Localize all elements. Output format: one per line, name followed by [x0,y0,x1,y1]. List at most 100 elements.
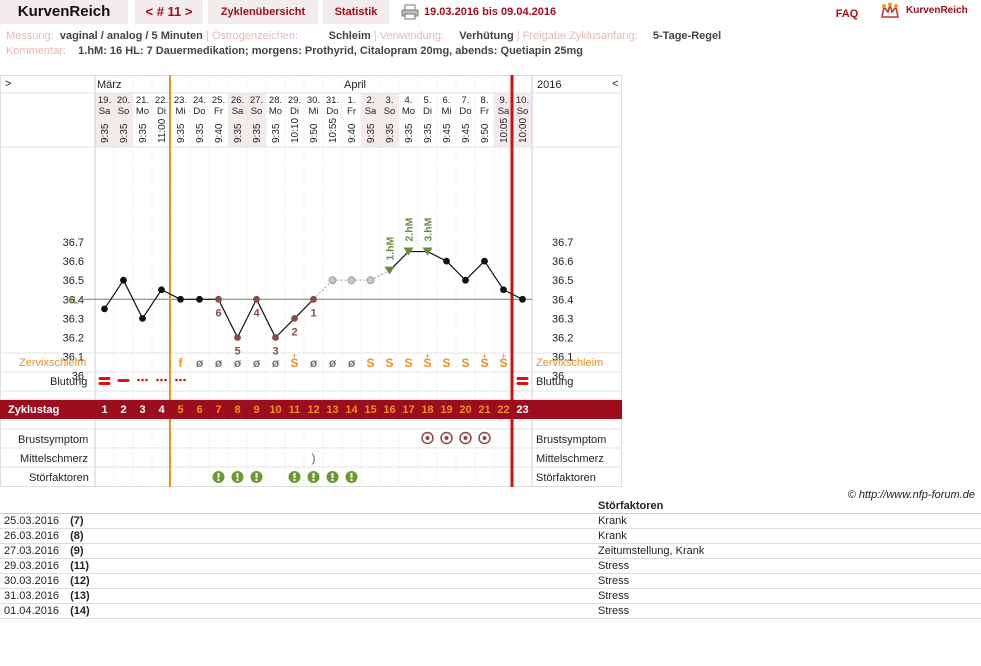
temp-point [462,276,469,284]
tab-zyklenuebersicht[interactable]: Zyklenübersicht [208,0,318,24]
cycle-day-number: 7 [215,404,221,416]
day-number: 3. [386,95,394,106]
cervix-mark: S [385,356,393,370]
top-navigation: KurvenReich < # 11 > Zyklenübersicht Sta… [0,0,981,26]
weekday-label: Sa [498,106,510,117]
crown-logo-icon [881,2,899,18]
temp-point [481,257,488,265]
mittelschmerz-label: Mittelschmerz [20,453,88,465]
cycle-day-number: 20 [459,404,471,416]
temp-point [253,295,260,303]
row-date: 25.03.2016 [4,515,60,527]
tab-statistik[interactable]: Statistik [323,0,389,24]
day-number: 6. [443,95,451,106]
row-reason: Stress [594,573,981,589]
low-number-label: 6 [215,307,221,319]
table-row: 27.03.2016 (9) Zeitumstellung, Krank [0,543,981,559]
disturbance-icon-dot [312,479,315,481]
temp-point [272,334,279,341]
time-label: 9:35 [252,123,263,143]
cycle-navigation[interactable]: < # 11 > [135,0,203,24]
prev-arrow-button[interactable]: > [5,78,11,90]
bleeding-mark-light [145,378,148,382]
stoerfaktoren-table: Störfaktoren 25.03.2016 (7) Krank 26.03.20… [0,499,981,619]
low-number-label: 1 [310,307,316,319]
next-arrow-button[interactable]: < [612,78,618,90]
bleeding-mark-light [179,378,182,382]
cycle-day-number: 12 [307,404,319,416]
day-number: 1. [348,95,356,106]
weekday-label: Sa [99,106,111,117]
bleeding-mark-heavy [516,377,529,380]
temp-line-segment [255,299,277,338]
oestrogen-label: Östrogenzeichen: [211,30,299,42]
time-label: 9:35 [366,123,377,143]
cervix-mark: S [480,356,488,370]
row-reason: Stress [594,603,981,619]
row-reason: Zeitumstellung, Krank [594,543,981,559]
low-number-label: 4 [253,307,260,319]
time-label: 9:35 [195,123,206,143]
time-label: 9:35 [271,123,282,143]
weekday-label: Do [326,106,338,117]
cycle-day-number: 14 [345,404,358,416]
disturbance-icon-mark [350,473,353,478]
cervix-mark: S [499,356,507,370]
weekday-label: Sa [232,106,244,117]
brand-title[interactable]: KurvenReich [0,0,128,24]
hm-triangle-point [422,247,433,256]
messung-label: Messung: [6,30,54,42]
temp-point [196,295,203,303]
cervix-mark: ø [234,356,242,370]
time-label: 9:35 [100,123,111,143]
temp-line-segment [483,260,505,291]
table-row: 26.03.2016 (8) Krank [0,528,981,544]
faq-link[interactable]: FAQ [835,8,859,20]
weekday-label: Mo [269,106,282,117]
temp-point [366,276,375,285]
breast-symptom-icon-core [463,436,468,440]
zervixschleim-label-right: Zervixschleim [536,357,603,369]
row-date: 01.04.2016 [4,605,60,617]
table-cell-date: 26.03.2016 (8) [0,528,594,544]
disturbance-icon-mark [293,473,296,478]
weekend-shade [513,93,532,147]
cycle-day-number: 17 [402,404,414,416]
ytick-right: 36.3 [552,313,573,325]
day-number: 7. [462,95,470,106]
cycle-day-number: 8 [234,404,240,416]
disturbance-icon-dot [293,479,296,481]
cervix-mark: ø [215,356,223,370]
temp-line-segment [427,251,447,262]
cervix-plus-mark: + [482,351,487,361]
blutung-label-right: Blutung [536,376,573,388]
mittelschmerz-label-right: Mittelschmerz [536,453,604,465]
bleeding-mark-heavy [98,382,111,385]
low-number-label: 3 [272,346,278,358]
day-number: 10. [516,95,529,106]
time-label: 9:35 [385,123,396,143]
cervix-mark: S [366,356,374,370]
temp-line-segment [313,279,333,300]
blutung-label: Blutung [50,376,87,388]
cervix-mark: S [442,356,450,370]
day-number: 20. [117,95,130,106]
zyklustag-bar [0,400,622,419]
bleeding-mark-light [183,378,186,382]
temp-point [101,305,108,313]
temp-point [500,286,507,294]
brustsymptom-label-right: Brustsymptom [536,434,606,446]
day-number: 9. [500,95,508,106]
day-number: 24. [193,95,206,106]
weekend-shade [361,93,380,147]
time-label: 9:40 [347,123,358,143]
cycle-day-number: 6 [196,404,202,416]
temp-point [347,276,356,285]
cycle-day-number: 16 [383,404,395,416]
ytick-left: 36.1 [63,352,84,364]
print-icon[interactable] [401,4,419,20]
disturbance-icon-dot [236,479,239,481]
cycle-day-number: 3 [139,404,145,416]
weekday-label: Mi [175,106,185,117]
temp-point [291,315,298,322]
